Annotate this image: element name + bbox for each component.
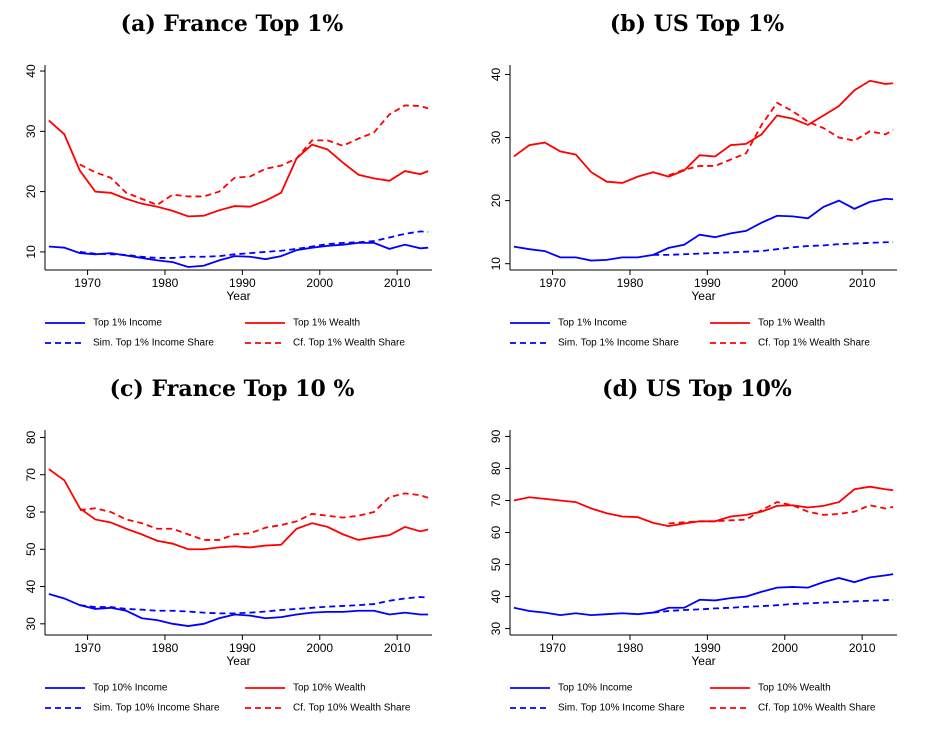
y-tick-label: 50 xyxy=(24,542,38,556)
x-tick-label: 2010 xyxy=(849,276,876,290)
series-line xyxy=(653,598,894,614)
y-tick-label: 30 xyxy=(24,617,38,631)
x-tick-label: 1990 xyxy=(229,641,256,655)
x-tick-label: 1970 xyxy=(539,641,566,655)
y-tick-label: 40 xyxy=(24,580,38,594)
x-tick-label: 1980 xyxy=(617,276,644,290)
y-tick-label: 30 xyxy=(489,131,503,145)
y-tick-label: 40 xyxy=(489,590,503,604)
y-tick-label: 80 xyxy=(24,430,38,444)
y-tick-label: 10 xyxy=(24,245,38,259)
y-tick-label: 80 xyxy=(489,461,503,475)
y-tick-label: 20 xyxy=(24,185,38,199)
x-tick-label: 1970 xyxy=(74,276,101,290)
series-line xyxy=(513,197,894,262)
legend-label: Top 1% Wealth xyxy=(758,318,825,329)
y-tick-label: 50 xyxy=(489,558,503,572)
legend-label: Sim. Top 1% Income Share xyxy=(93,338,214,349)
legend-label: Cf. Top 10% Wealth Share xyxy=(293,703,411,714)
y-tick-label: 60 xyxy=(24,505,38,519)
series-line xyxy=(653,241,894,256)
x-tick-label: 2010 xyxy=(384,276,411,290)
x-tick-label: 1980 xyxy=(152,641,179,655)
y-tick-label: 60 xyxy=(489,526,503,540)
series-line xyxy=(668,501,894,525)
x-tick-label: 2000 xyxy=(771,276,798,290)
x-tick-label: 1990 xyxy=(694,276,721,290)
x-tick-label: 2000 xyxy=(306,276,333,290)
series-line xyxy=(513,573,894,617)
x-tick-label: 1970 xyxy=(74,641,101,655)
legend-label: Top 10% Income xyxy=(558,683,633,694)
y-tick-label: 10 xyxy=(489,257,503,271)
y-tick-label: 40 xyxy=(24,64,38,78)
legend-label: Sim. Top 10% Income Share xyxy=(93,703,220,714)
legend-label: Top 1% Income xyxy=(93,318,162,329)
y-tick-label: 30 xyxy=(24,124,38,138)
x-axis-label: Year xyxy=(691,289,715,303)
x-tick-label: 2010 xyxy=(849,641,876,655)
legend-label: Top 10% Wealth xyxy=(758,683,831,694)
series-line xyxy=(79,492,429,541)
series-line xyxy=(513,79,894,184)
x-tick-label: 2010 xyxy=(384,641,411,655)
legend-label: Sim. Top 1% Income Share xyxy=(558,338,679,349)
y-tick-label: 70 xyxy=(489,493,503,507)
panel: (c) France Top 10 % 30 40 50 60 70 80 1970 1980 1… xyxy=(24,376,432,714)
legend-label: Top 10% Income xyxy=(93,683,168,694)
chart-title: (b) US Top 1% xyxy=(610,11,784,37)
y-tick-label: 90 xyxy=(489,429,503,443)
y-tick-label: 20 xyxy=(489,194,503,208)
x-axis-label: Year xyxy=(226,289,250,303)
chart-title: (c) France Top 10 % xyxy=(110,376,355,402)
series-line xyxy=(48,241,429,268)
chart-title: (a) France Top 1% xyxy=(121,11,344,37)
legend-label: Cf. Top 1% Wealth Share xyxy=(293,338,405,349)
x-tick-label: 1980 xyxy=(617,641,644,655)
x-tick-label: 2000 xyxy=(306,641,333,655)
legend-label: Cf. Top 1% Wealth Share xyxy=(758,338,870,349)
x-axis-label: Year xyxy=(691,654,715,668)
x-tick-label: 2000 xyxy=(771,641,798,655)
y-tick-label: 70 xyxy=(24,468,38,482)
x-tick-label: 1980 xyxy=(152,276,179,290)
x-axis-label: Year xyxy=(226,654,250,668)
x-tick-label: 1970 xyxy=(539,276,566,290)
panel: (b) US Top 1% 10 20 30 40 1970 1980 1990 2000 201… xyxy=(489,11,897,349)
series-line xyxy=(48,119,429,218)
legend-label: Top 1% Income xyxy=(558,318,627,329)
series-line xyxy=(48,593,429,627)
legend-label: Cf. Top 10% Wealth Share xyxy=(758,703,876,714)
series-line xyxy=(48,468,429,551)
x-tick-label: 1990 xyxy=(229,276,256,290)
series-line xyxy=(79,230,429,259)
y-tick-label: 40 xyxy=(489,67,503,81)
x-tick-label: 1990 xyxy=(694,641,721,655)
series-line xyxy=(79,104,429,206)
panel: (a) France Top 1% 10 20 30 40 1970 1980 1990 200… xyxy=(24,11,432,349)
panel: (d) US Top 10% 30 40 50 60 70 80 90 1970 1980 1990… xyxy=(489,376,897,714)
legend-label: Top 1% Wealth xyxy=(293,318,360,329)
y-tick-label: 30 xyxy=(489,622,503,636)
series-line xyxy=(668,101,894,177)
series-line xyxy=(513,485,894,528)
legend-label: Sim. Top 10% Income Share xyxy=(558,703,685,714)
legend-label: Top 10% Wealth xyxy=(293,683,366,694)
chart-title: (d) US Top 10% xyxy=(602,376,792,402)
